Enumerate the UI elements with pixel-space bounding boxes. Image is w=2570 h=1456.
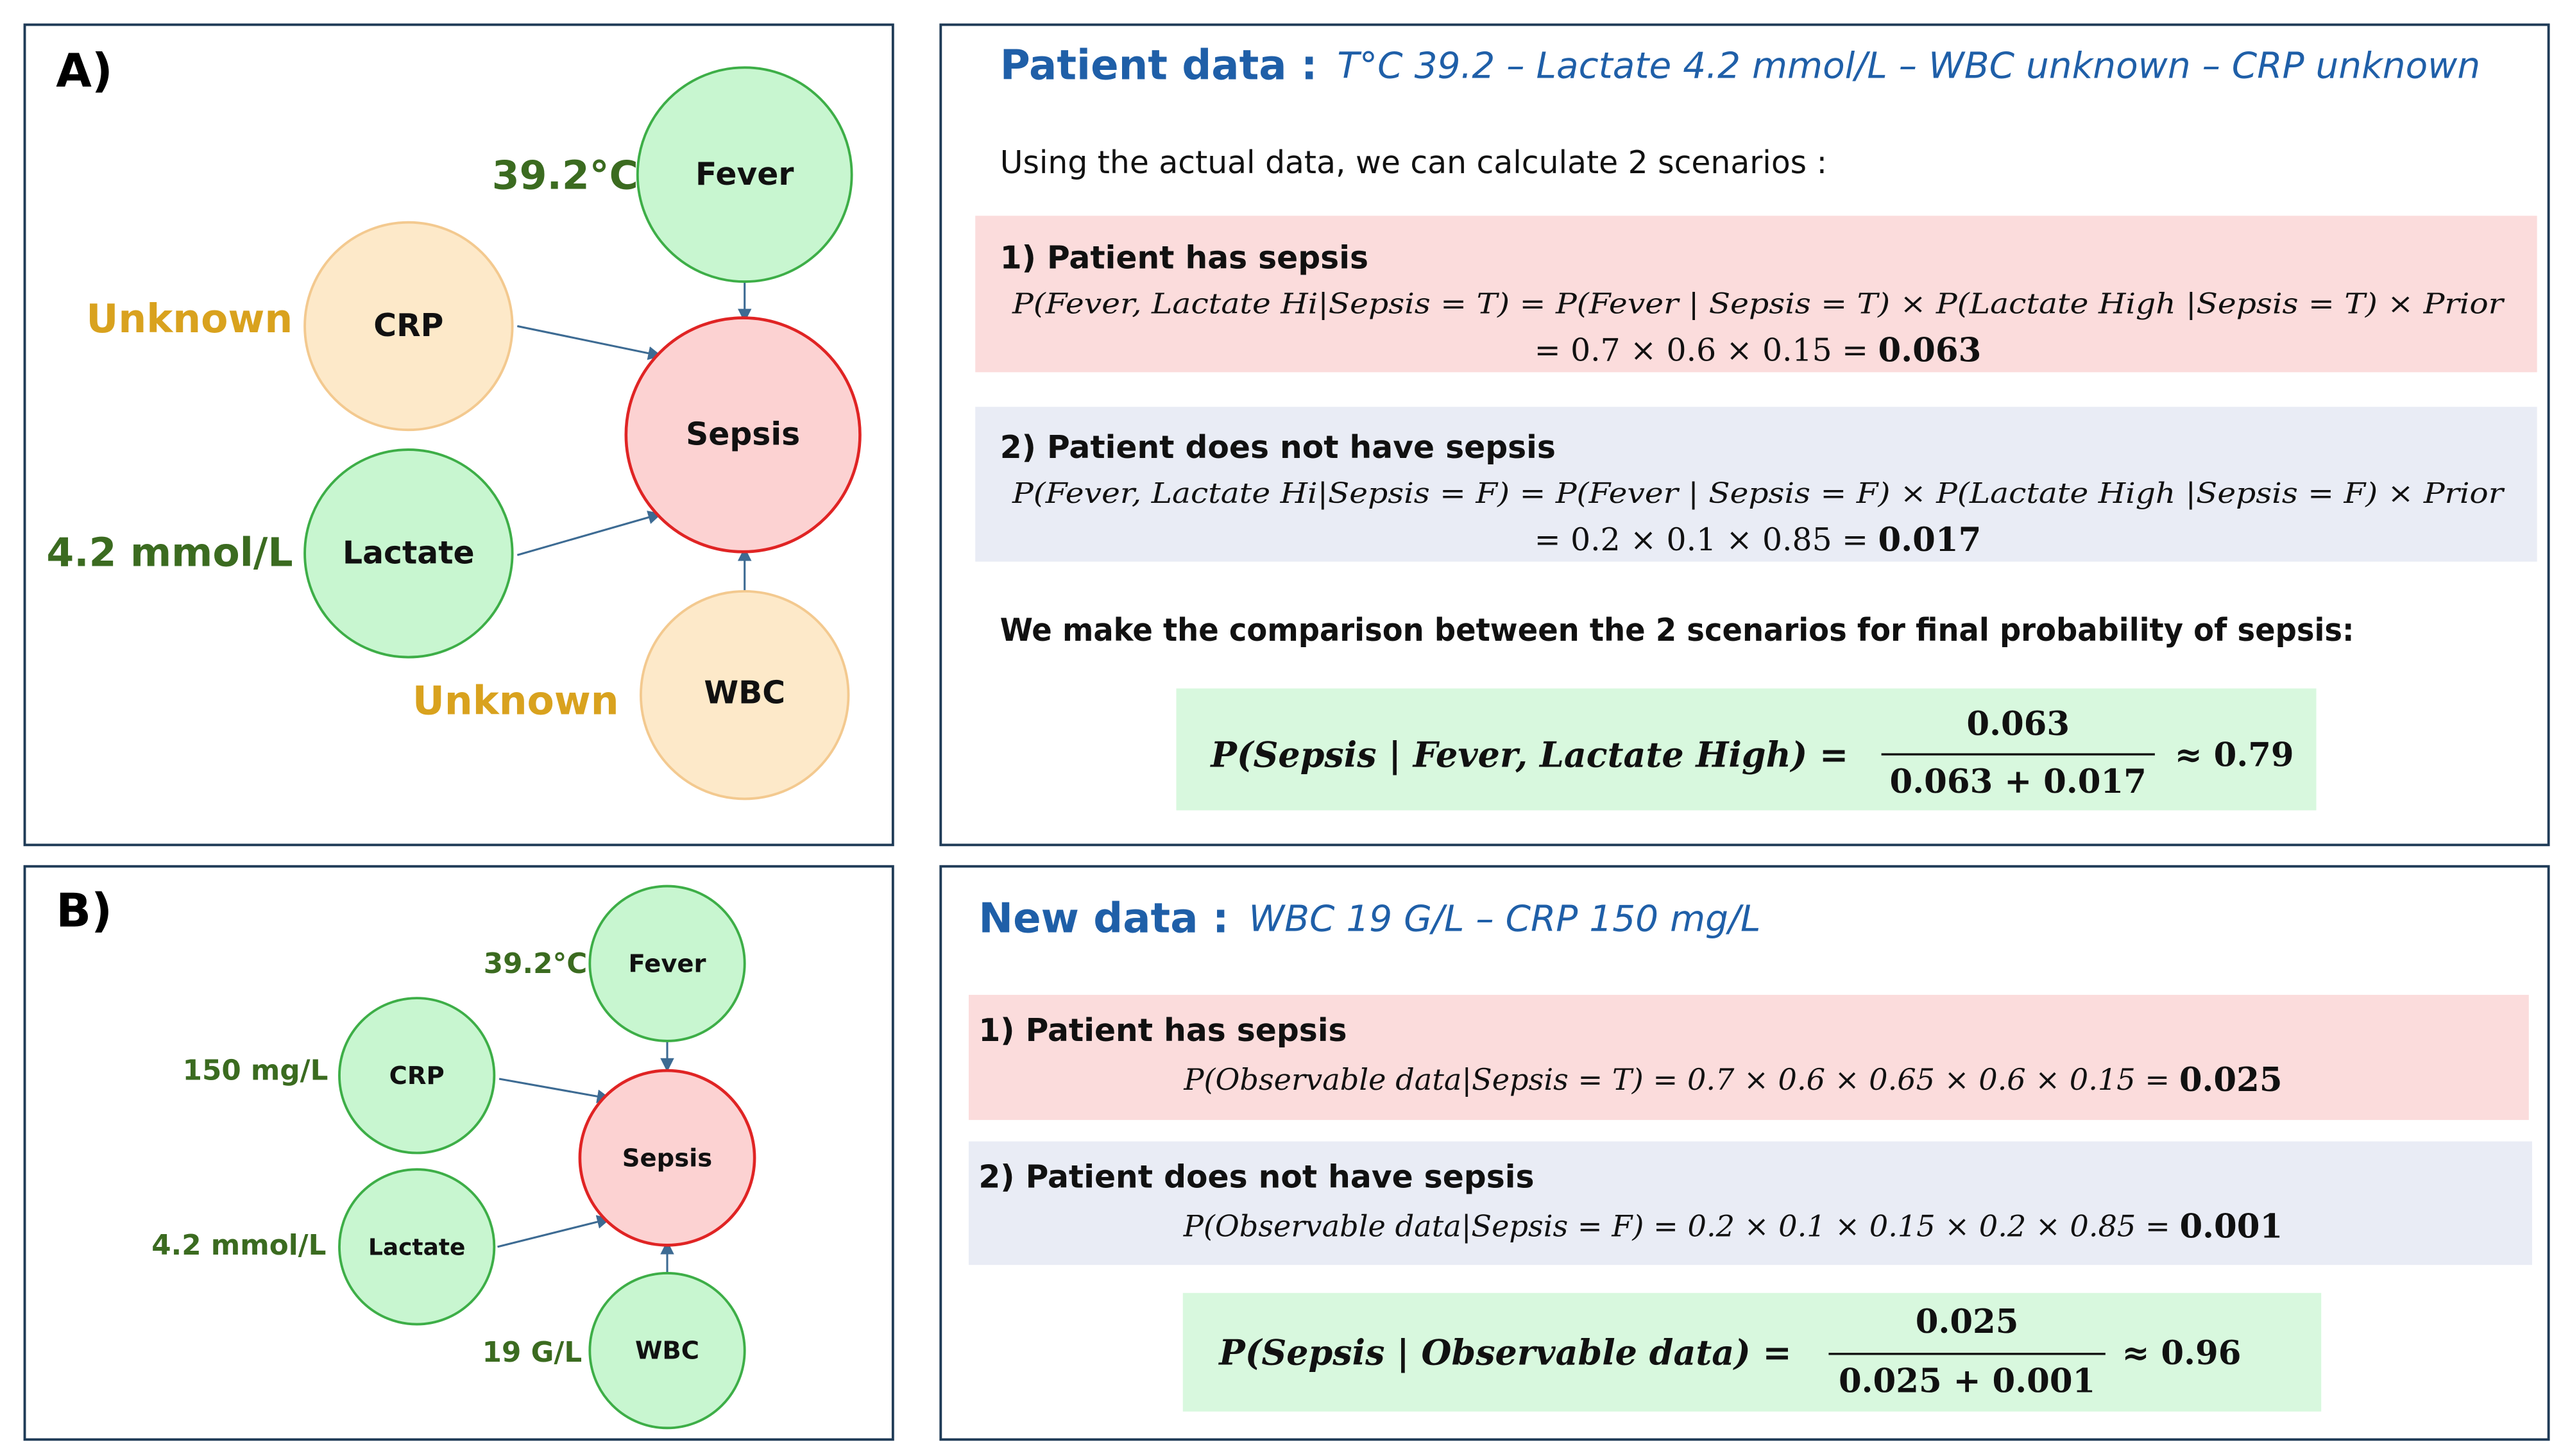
heading: New data : WBC 19 G/L – CRP 150 mg/L xyxy=(978,894,1760,942)
node-value: 39.2°C xyxy=(492,152,638,198)
denominator: 0.025 + 0.001 xyxy=(1839,1362,2095,1401)
formula-text: P(Observable data|Sepsis = F) = 0.2 × 0.… xyxy=(1183,1209,2180,1244)
calc-text: = 0.7 × 0.6 × 0.15 = xyxy=(1535,332,1878,368)
node-value: 4.2 mmol/L xyxy=(46,529,293,575)
scenario-heading: 1) Patient has sepsis xyxy=(978,1012,1347,1049)
final-lhs: P(Sepsis | Fever, Lactate High) = xyxy=(1209,734,1848,775)
node-label: Fever xyxy=(628,949,706,978)
final-result: ≈ 0.96 xyxy=(2122,1334,2242,1373)
edge xyxy=(497,1215,611,1248)
node xyxy=(303,448,514,659)
scenario-box xyxy=(968,1141,2532,1266)
formula: P(Observable data|Sepsis = F) = 0.2 × 0.… xyxy=(1183,1207,2283,1246)
panel-label: B) xyxy=(56,884,112,938)
node-label: Sepsis xyxy=(622,1144,712,1172)
panel-label: A) xyxy=(56,44,113,97)
result: 0.001 xyxy=(2179,1207,2283,1246)
formula: P(Fever, Lactate Hi|Sepsis = F) = P(Feve… xyxy=(1012,477,2506,510)
scenario-heading: 2) Patient does not have sepsis xyxy=(978,1159,1534,1196)
heading: Patient data : T°C 39.2 – Lactate 4.2 mmo… xyxy=(1000,41,2480,89)
scenario-box xyxy=(968,994,2529,1121)
result-box xyxy=(1182,1292,2322,1412)
subtitle: WBC 19 G/L – CRP 150 mg/L xyxy=(1248,898,1760,940)
node-value: 4.2 mmol/L xyxy=(151,1229,326,1262)
intro: Using the actual data, we can calculate … xyxy=(1000,144,1827,181)
node-label: Fever xyxy=(695,156,794,192)
edge xyxy=(498,1078,611,1103)
calc-text: = 0.2 × 0.1 × 0.85 = xyxy=(1535,521,1878,557)
numerator: 0.063 xyxy=(1966,705,2070,743)
node-value: 39.2°C xyxy=(484,947,588,980)
edge xyxy=(517,325,662,360)
node xyxy=(338,1168,496,1326)
final-result: ≈ 0.79 xyxy=(2175,736,2294,775)
result: 0.063 xyxy=(1878,331,1982,369)
node xyxy=(588,1272,746,1430)
scenario-heading: 1) Patient has sepsis xyxy=(1000,240,1368,276)
node-label: CRP xyxy=(389,1062,445,1090)
node-value: 150 mg/L xyxy=(183,1054,328,1087)
node xyxy=(624,316,862,554)
formula-text: P(Observable data|Sepsis = T) = 0.7 × 0.… xyxy=(1183,1062,2179,1097)
node-label: WBC xyxy=(635,1337,699,1366)
node-value: Unknown xyxy=(86,296,293,342)
scenario-box xyxy=(975,407,2537,562)
node-label: Lactate xyxy=(343,534,475,571)
formula: P(Observable data|Sepsis = T) = 0.7 × 0.… xyxy=(1183,1061,2282,1099)
node xyxy=(303,221,514,432)
node-value: 19 G/L xyxy=(482,1336,583,1369)
node-label: WBC xyxy=(704,675,785,711)
denominator: 0.063 + 0.017 xyxy=(1890,763,2147,801)
node xyxy=(578,1069,756,1247)
scenario-box xyxy=(975,216,2537,373)
node xyxy=(338,997,496,1155)
node-label: Sepsis xyxy=(686,416,800,452)
panel-b-frame xyxy=(23,865,894,1441)
formula: P(Fever, Lactate Hi|Sepsis = T) = P(Feve… xyxy=(1012,288,2506,321)
numerator: 0.025 xyxy=(1916,1303,2019,1341)
node-label: CRP xyxy=(373,307,443,344)
node xyxy=(588,885,746,1042)
node xyxy=(640,589,850,800)
node xyxy=(636,66,853,284)
subtitle: T°C 39.2 – Lactate 4.2 mmol/L – WBC unkn… xyxy=(1337,45,2480,87)
node-value: Unknown xyxy=(413,678,619,724)
result-box xyxy=(1176,688,2317,811)
comparison: We make the comparison between the 2 sce… xyxy=(1000,612,2354,648)
title: Patient data : xyxy=(1000,41,1318,89)
scenario-heading: 2) Patient does not have sepsis xyxy=(1000,429,1556,466)
node-label: Lactate xyxy=(368,1234,465,1260)
edge xyxy=(516,511,662,556)
calc: = 0.7 × 0.6 × 0.15 = 0.063 xyxy=(1535,331,1982,369)
result: 0.017 xyxy=(1878,520,1982,559)
title: New data : xyxy=(978,894,1229,942)
final-lhs: P(Sepsis | Observable data) = xyxy=(1218,1332,1791,1373)
calc: = 0.2 × 0.1 × 0.85 = 0.017 xyxy=(1535,520,1982,559)
result: 0.025 xyxy=(2179,1061,2283,1099)
